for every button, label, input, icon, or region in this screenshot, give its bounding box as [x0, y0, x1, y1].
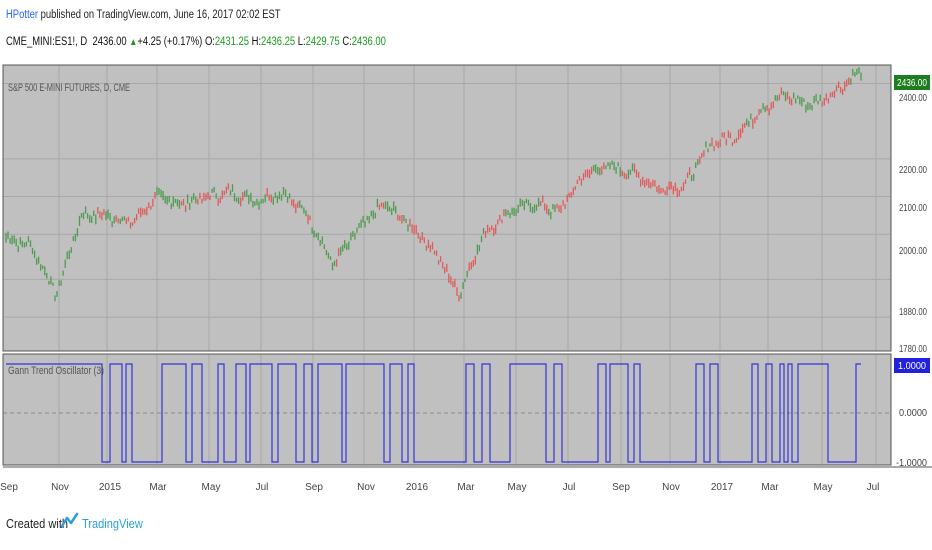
publish-line: HPotter published on TradingView.com, Ju… [6, 9, 281, 21]
change-value: +4.25 (+0.17%) [137, 36, 203, 48]
main-pane-border [2, 64, 892, 352]
main-pane-title[interactable]: S&P 500 E-MINI FUTURES, D, CME [8, 82, 130, 94]
up-arrow-icon: ▲ [129, 37, 138, 48]
time-axis-label: Mar [149, 482, 167, 493]
price-axis[interactable] [891, 62, 932, 468]
time-axis-labels: Sep Nov 2015 Mar May Jul Sep Nov 2016 Mar May Jul Se… [0, 482, 879, 493]
time-axis-label: Sep [612, 482, 630, 493]
open-value: 2431.25 [214, 36, 250, 48]
osc-tick: -1.0000 [896, 458, 927, 469]
quote-line: CME_MINI:ES1!, D 2436.00 ▲+4.25 (+0.17%)… [6, 36, 386, 48]
time-axis-label: Nov [662, 482, 680, 493]
close-value: 2436.00 [351, 36, 386, 48]
price-tick: 2200.00 [899, 165, 927, 176]
price-tick: 2100.00 [899, 203, 927, 214]
price-tag [894, 75, 930, 90]
time-axis-label: 2015 [99, 482, 122, 493]
low-value: 2429.75 [305, 36, 340, 48]
high-label: H: [251, 36, 262, 48]
main-pane-background[interactable] [3, 65, 891, 351]
time-axis-label: May [508, 482, 527, 493]
osc-pane-title[interactable]: Gann Trend Oscillator (3) [8, 365, 104, 377]
osc-pane-border [2, 353, 892, 466]
time-axis-label: Jul [256, 482, 269, 493]
time-axis-label: Nov [51, 482, 69, 493]
time-axis[interactable] [0, 468, 932, 500]
time-axis-label: 2016 [406, 482, 429, 493]
time-axis-label: Sep [305, 482, 323, 493]
close-label: C: [342, 36, 352, 48]
last-price: 2436.00 [92, 36, 127, 48]
osc-tick: 0.0000 [899, 408, 927, 419]
osc-pane-background[interactable] [3, 354, 891, 465]
price-tick: 1880.00 [899, 307, 927, 318]
time-axis-label: May [814, 482, 833, 493]
symbol-label: CME_MINI:ES1!, D [6, 36, 88, 48]
time-axis-label: Nov [357, 482, 375, 493]
time-axis-label: Jul [563, 482, 576, 493]
price-tick: 2400.00 [899, 93, 927, 104]
footer: Created with TradingView [0, 500, 932, 550]
time-axis-label: Mar [761, 482, 779, 493]
time-axis-label: Sep [0, 482, 18, 493]
header: HPotter published on TradingView.com, Ju… [0, 0, 932, 62]
time-axis-label: 2017 [711, 482, 734, 493]
osc-axis-ticks: 0.0000 -1.0000 [896, 408, 927, 469]
price-axis-ticks: 2400.00 2200.00 2100.00 2000.00 1880.00 … [899, 93, 927, 355]
low-label: L: [297, 36, 306, 48]
price-tick: 2000.00 [899, 246, 927, 257]
published-text: published on TradingView.com, June 16, 2… [40, 9, 281, 21]
chart-area[interactable]: S&P 500 E-MINI FUTURES, D, CME Gann Tren… [0, 62, 932, 500]
tradingview-logo-icon[interactable] [60, 511, 80, 531]
grid-lines [3, 65, 891, 465]
high-value: 2436.25 [261, 36, 296, 48]
created-with-label: Created with [6, 516, 69, 531]
price-tick: 1780.00 [899, 344, 927, 355]
osc-value-label: 1.0000 [898, 361, 926, 372]
time-axis-label: May [202, 482, 221, 493]
oscillator-line [6, 363, 861, 463]
author-link[interactable]: HPotter [6, 9, 38, 21]
time-axis-label: Jul [867, 482, 880, 493]
price-bars [5, 67, 862, 302]
open-label: O: [204, 36, 215, 48]
time-axis-label: Mar [457, 482, 475, 493]
price-tag-label: 2436.00 [897, 78, 927, 89]
tradingview-brand-link[interactable]: TradingView [82, 516, 143, 531]
osc-value-tag [894, 358, 930, 373]
